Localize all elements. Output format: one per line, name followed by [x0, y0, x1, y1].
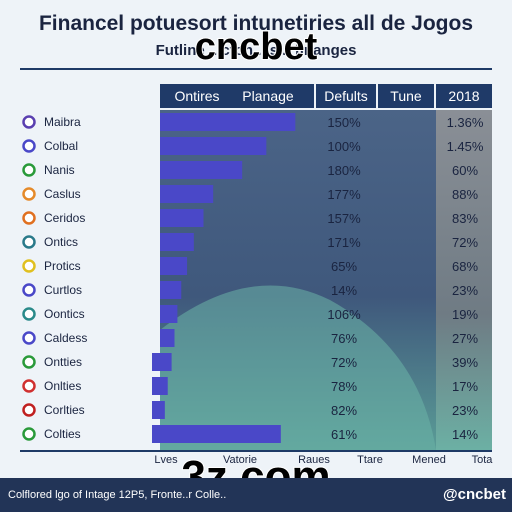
value-label-2018: 83% — [452, 211, 478, 226]
footer-brand-logo: @cncbet — [443, 486, 506, 503]
legend-dot — [22, 307, 36, 321]
footer-bar — [0, 478, 512, 512]
bar — [152, 425, 281, 443]
value-label-2018: 1.45% — [447, 139, 484, 154]
category-label: Onlties — [44, 379, 81, 393]
header-col-defults: Defults — [324, 88, 368, 104]
teal-wave — [160, 285, 436, 450]
header-divider — [376, 84, 378, 108]
header-divider — [314, 84, 316, 108]
value-label-2018: 19% — [452, 307, 478, 322]
value-label-defults: 61% — [331, 427, 357, 442]
bar — [160, 257, 188, 275]
last-column-panel — [436, 110, 492, 450]
header-col-planage: Planage — [242, 88, 294, 104]
footer-caption: Colflored lgo of Intage 12P5, Fronte..r … — [8, 489, 227, 501]
value-label-2018: 39% — [452, 355, 478, 370]
bar — [152, 377, 168, 395]
top-rule — [20, 68, 492, 70]
footer-col-3: Ttare — [357, 454, 383, 466]
bar — [160, 161, 243, 179]
category-label: Ceridos — [44, 211, 85, 225]
bar — [160, 209, 204, 227]
category-label: Colties — [44, 427, 81, 441]
category-label: Oontics — [44, 307, 85, 321]
legend-dot — [22, 403, 36, 417]
legend-dot — [22, 211, 36, 225]
header-col-2018: 2018 — [448, 88, 480, 104]
bar — [160, 329, 175, 347]
legend-dot — [22, 259, 36, 273]
value-label-defults: 72% — [331, 355, 357, 370]
value-label-defults: 177% — [327, 187, 361, 202]
value-label-2018: 88% — [452, 187, 478, 202]
legend-dot — [22, 139, 36, 153]
legend-dot — [22, 379, 36, 393]
header-col-tune: Tune — [390, 88, 422, 104]
header-divider — [434, 84, 436, 108]
footer-col-5: Tota — [471, 454, 493, 466]
footer-col-2: Raues — [298, 454, 330, 466]
legend-dot — [22, 355, 36, 369]
category-label: Colbal — [44, 139, 78, 153]
value-label-2018: 14% — [452, 427, 478, 442]
footer-col-0: Lves — [154, 454, 178, 466]
chart-title: Financel potuesort intunetiries all de J… — [38, 12, 474, 35]
footer-col-1: Vatorie — [222, 454, 258, 466]
category-label: Curtlos — [44, 283, 82, 297]
category-label: Protics — [44, 259, 81, 273]
legend-dot — [22, 331, 36, 345]
header-col-ontires: Ontires — [174, 88, 220, 104]
value-label-defults: 100% — [327, 139, 361, 154]
value-label-defults: 106% — [327, 307, 361, 322]
legend-dot — [22, 115, 36, 129]
category-label: Caldess — [44, 331, 87, 345]
legend-dot — [22, 427, 36, 441]
value-label-2018: 60% — [452, 163, 478, 178]
category-label: Ontties — [44, 355, 82, 369]
bar — [160, 281, 182, 299]
value-label-defults: 78% — [331, 379, 357, 394]
value-label-2018: 68% — [452, 259, 478, 274]
value-label-2018: 27% — [452, 331, 478, 346]
value-label-2018: 23% — [452, 403, 478, 418]
category-label: Maibra — [44, 115, 81, 129]
bar — [160, 137, 267, 155]
watermark-top: cncbet — [194, 25, 318, 69]
legend-dot — [22, 283, 36, 297]
value-label-2018: 17% — [452, 379, 478, 394]
category-label: Ontics — [44, 235, 78, 249]
value-label-2018: 1.36% — [447, 115, 484, 130]
bar — [160, 113, 296, 131]
legend-dot — [22, 187, 36, 201]
bottom-rule — [20, 450, 492, 452]
footer-col-4: Mened — [412, 454, 446, 466]
legend-dot — [22, 235, 36, 249]
bar — [160, 233, 194, 251]
legend-dot — [22, 163, 36, 177]
value-label-defults: 65% — [331, 259, 357, 274]
category-label: Corlties — [44, 403, 85, 417]
value-label-defults: 157% — [327, 211, 361, 226]
table-header-bar — [160, 84, 492, 108]
value-label-defults: 150% — [327, 115, 361, 130]
value-label-defults: 14% — [331, 283, 357, 298]
value-label-defults: 82% — [331, 403, 357, 418]
bar — [152, 353, 172, 371]
bar — [160, 185, 214, 203]
bar — [160, 305, 178, 323]
value-label-defults: 180% — [327, 163, 361, 178]
value-label-2018: 72% — [452, 235, 478, 250]
category-label: Nanis — [44, 163, 75, 177]
value-label-2018: 23% — [452, 283, 478, 298]
value-label-defults: 171% — [327, 235, 361, 250]
bar — [152, 401, 165, 419]
category-label: Caslus — [44, 187, 81, 201]
chart-subtitle: Futline ...cton ...s... finanges — [155, 42, 357, 59]
value-label-defults: 76% — [331, 331, 357, 346]
